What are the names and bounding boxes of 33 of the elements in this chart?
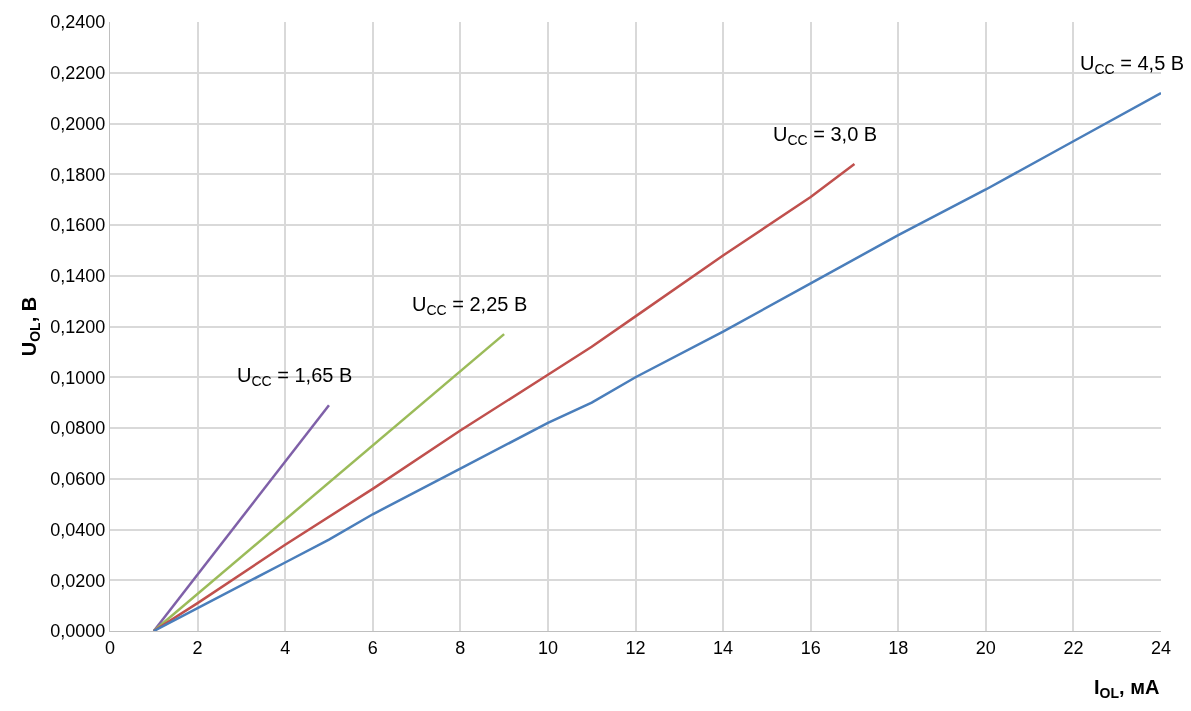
x-tick-label: 12 — [625, 637, 646, 658]
x-tick-label: 4 — [280, 637, 291, 658]
x-tick-label: 20 — [975, 637, 996, 658]
x-tick-label: 0 — [104, 637, 116, 658]
y-tick-label: 0,2000 — [50, 113, 106, 134]
y-tick-label: 0,1400 — [50, 266, 106, 287]
x-tick-label: 6 — [367, 637, 378, 658]
y-tick-label: 0,0400 — [50, 519, 106, 540]
y-tick-label: 0,0600 — [50, 469, 106, 490]
x-tick-label: 10 — [537, 637, 558, 658]
x-tick-label: 8 — [455, 637, 466, 658]
y-tick-label: 0,2200 — [50, 63, 106, 84]
x-tick-label: 14 — [713, 637, 734, 658]
y-tick-label: 0,1000 — [50, 367, 106, 388]
y-tick-label: 0,1600 — [50, 215, 106, 236]
y-tick-label: 0,0200 — [50, 570, 106, 591]
x-axis-title: I$_{OL}$, мА — [1094, 676, 1160, 702]
x-tick-label: 22 — [1063, 637, 1084, 658]
line-series — [152, 162, 856, 631]
series-label: U$_{CC}$ = 2,25 В — [412, 293, 528, 319]
y-tick-label: 0,0000 — [50, 621, 106, 642]
x-tick-label: 18 — [888, 637, 909, 658]
line-series — [152, 91, 1161, 631]
y-tick-label: 0,1200 — [50, 316, 106, 337]
x-tick-label: 2 — [192, 637, 203, 658]
y-tick-label: 0,2400 — [50, 12, 106, 33]
y-tick-label: 0,1800 — [50, 164, 106, 185]
series-label: U$_{CC}$ = 1,65 В — [237, 364, 353, 390]
x-tick-label: 16 — [800, 637, 821, 658]
series-label: U$_{CC}$ = 3,0 В — [773, 123, 878, 149]
series-label: U$_{CC}$ = 4,5 В — [1080, 52, 1185, 78]
y-tick-label: 0,0800 — [50, 418, 106, 439]
x-tick-label: 24 — [1150, 637, 1172, 658]
